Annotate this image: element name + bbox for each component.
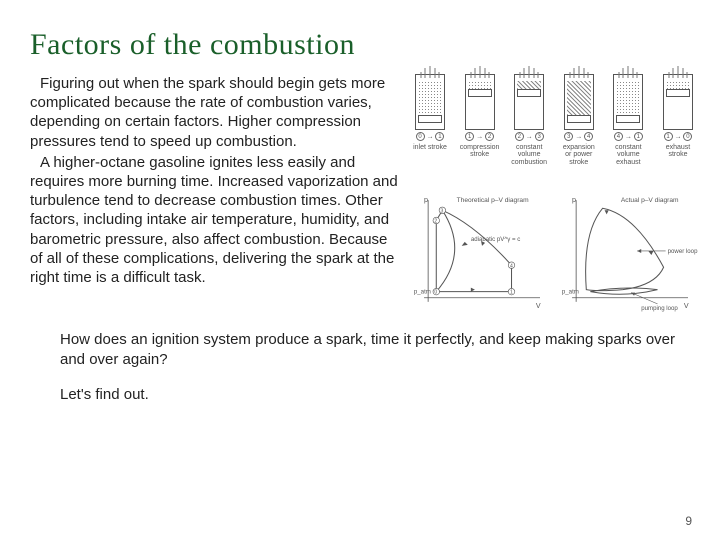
pv-theoretical-path (436, 210, 511, 291)
cylinder-body (514, 74, 544, 130)
cylinder-label: expansion or power stroke (559, 144, 599, 166)
adiabat-label: adiabatic pV^γ = c (471, 236, 520, 243)
cylinder-body (415, 74, 445, 130)
content-row: Figuring out when the spark should begin… (30, 74, 698, 312)
power-loop-label: power loop (668, 248, 698, 255)
p-atm-label: p_atm (562, 289, 579, 296)
sparkplug-icon (469, 65, 491, 75)
pumping-loop-label: pumping loop (641, 305, 678, 312)
cylinder-body (564, 74, 594, 130)
svg-text:3: 3 (441, 208, 444, 214)
cylinder-charge (418, 81, 442, 115)
cylinder-label: constant volume combustion (509, 144, 549, 166)
x-axis-label: V (684, 302, 689, 310)
cylinder-state-numbers: 4 → 1 (608, 132, 648, 141)
pv-actual-title: Actual p–V diagram (621, 197, 679, 204)
cylinder-charge (616, 81, 640, 115)
cylinder-0: 0 → 1 inlet stroke (410, 74, 450, 184)
piston (517, 89, 541, 97)
sparkplug-icon (667, 65, 689, 75)
cylinder-state-numbers: 1 → 2 (460, 132, 500, 141)
figure-area: 0 → 1 inlet stroke 1 → 2 compression stroke… (410, 74, 698, 312)
cylinder-label: compression stroke (460, 144, 500, 159)
sparkplug-icon (568, 65, 590, 75)
sparkplug-icon (617, 65, 639, 75)
pv-actual: p V Actual p–V diagram p_atm power loop … (558, 192, 698, 312)
svg-text:2: 2 (434, 219, 437, 225)
cylinder-5: 1 → 0 exhaust stroke (658, 74, 698, 184)
cylinder-state-numbers: 2 → 3 (509, 132, 549, 141)
piston (666, 89, 690, 97)
paragraph-1: Figuring out when the spark should begin… (30, 74, 400, 151)
sparkplug-icon (518, 65, 540, 75)
cylinder-body (613, 74, 643, 130)
cylinder-charge (517, 81, 541, 89)
page-number: 9 (685, 514, 692, 528)
question-block: How does an ignition system produce a sp… (30, 330, 698, 405)
svg-text:0: 0 (434, 290, 437, 296)
y-axis-label: p (572, 196, 576, 204)
pv-theoretical-svg: p V Theoretical p–V diagram p_atm adiaba… (410, 192, 550, 312)
lets-find-out: Let's find out. (60, 385, 698, 405)
pv-diagrams: p V Theoretical p–V diagram p_atm adiaba… (410, 192, 698, 312)
svg-text:4: 4 (510, 263, 513, 269)
body-text: Figuring out when the spark should begin… (30, 74, 400, 312)
cylinder-body (663, 74, 693, 130)
cylinder-state-numbers: 1 → 0 (658, 132, 698, 141)
piston (468, 89, 492, 97)
cylinder-label: inlet stroke (410, 144, 450, 151)
question-text: How does an ignition system produce a sp… (60, 330, 698, 371)
p-atm-label: p_atm (414, 289, 431, 296)
cylinder-label: exhaust stroke (658, 144, 698, 159)
cylinder-charge (468, 81, 492, 89)
paragraph-2: A higher-octane gasoline ignites less ea… (30, 153, 400, 287)
slide: Factors of the combustion Figuring out w… (0, 0, 720, 540)
piston (567, 115, 591, 123)
piston (616, 115, 640, 123)
cylinder-strokes-figure: 0 → 1 inlet stroke 1 → 2 compression stroke… (410, 74, 698, 184)
cylinder-1: 1 → 2 compression stroke (460, 74, 500, 184)
piston (418, 115, 442, 123)
pv-actual-svg: p V Actual p–V diagram p_atm power loop … (558, 192, 698, 312)
slide-title: Factors of the combustion (30, 28, 698, 62)
pv-theoretical-title: Theoretical p–V diagram (457, 197, 530, 204)
svg-text:1: 1 (510, 290, 513, 296)
sparkplug-icon (419, 65, 441, 75)
cylinder-body (465, 74, 495, 130)
pv-actual-power-path (586, 208, 664, 290)
cylinder-4: 4 → 1 constant volume exhaust (608, 74, 648, 184)
cylinder-3: 3 → 4 expansion or power stroke (559, 74, 599, 184)
cylinder-state-numbers: 0 → 1 (410, 132, 450, 141)
pv-theoretical: p V Theoretical p–V diagram p_atm adiaba… (410, 192, 550, 312)
cylinder-state-numbers: 3 → 4 (559, 132, 599, 141)
cylinder-label: constant volume exhaust (608, 144, 648, 166)
cylinder-charge (567, 81, 591, 115)
cylinder-2: 2 → 3 constant volume combustion (509, 74, 549, 184)
cylinder-charge (666, 81, 690, 89)
x-axis-label: V (536, 302, 541, 310)
y-axis-label: p (424, 196, 428, 204)
